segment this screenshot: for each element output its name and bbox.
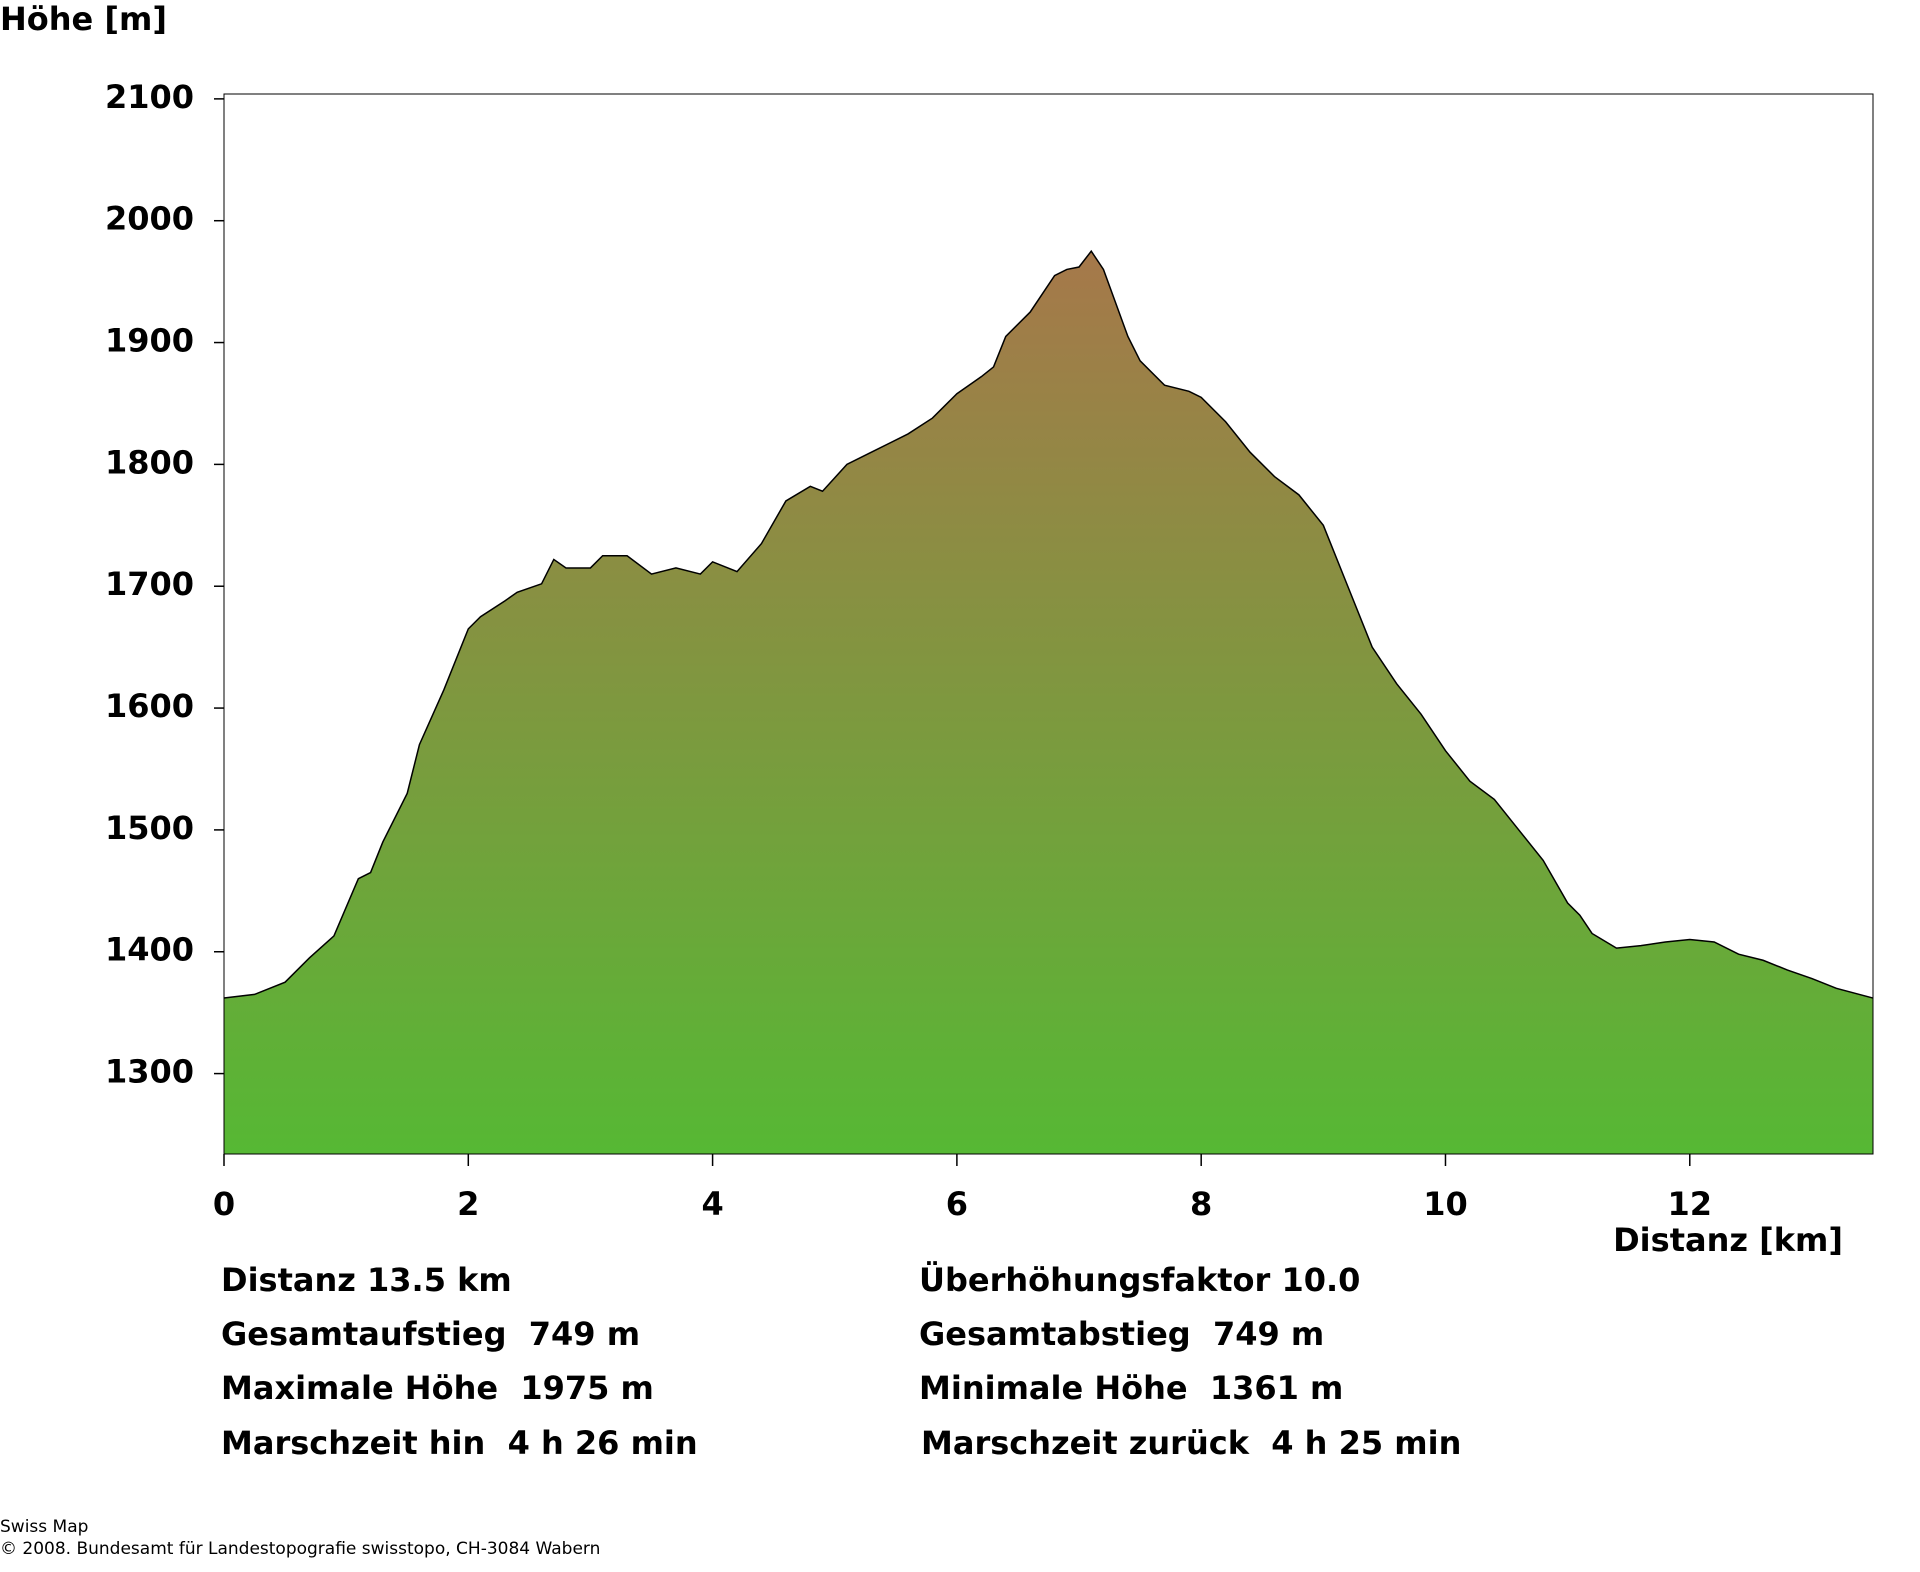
x-tick-label: 10: [1423, 1185, 1468, 1223]
y-tick-label: 2100: [105, 78, 194, 116]
stat: Distanz 13.5 km: [221, 1261, 512, 1299]
y-tick-label: 1800: [105, 443, 194, 481]
stat: Minimale Höhe 1361 m: [919, 1369, 1343, 1407]
footer: Swiss Map: [0, 1517, 88, 1537]
x-tick-label: 12: [1668, 1185, 1713, 1223]
y-tick-label: 1600: [105, 687, 194, 725]
x-tick-label: 8: [1190, 1185, 1212, 1223]
x-axis-label: Distanz [km]: [1613, 1221, 1843, 1259]
profile-line: [223, 249, 1874, 999]
y-tick-label: 1900: [105, 322, 194, 360]
x-tick-label: 2: [457, 1185, 479, 1223]
stat: Marschzeit hin 4 h 26 min: [221, 1424, 698, 1462]
stat: Gesamtabstieg 749 m: [919, 1315, 1324, 1353]
y-tick-label: 2000: [105, 200, 194, 238]
y-axis-label: Höhe [m]: [0, 0, 167, 38]
y-tick-label: 1400: [105, 931, 194, 969]
x-tick-label: 4: [701, 1185, 723, 1223]
y-tick-label: 1700: [105, 565, 194, 603]
stat: Maximale Höhe 1975 m: [221, 1369, 654, 1407]
stat: Gesamtaufstieg 749 m: [221, 1315, 640, 1353]
stat: Überhöhungsfaktor 10.0: [919, 1261, 1360, 1299]
footer: © 2008. Bundesamt für Landestopografie s…: [0, 1539, 600, 1559]
x-tick-label: 6: [946, 1185, 968, 1223]
y-tick-label: 1300: [105, 1053, 194, 1091]
area: [224, 251, 1873, 1154]
plot-frame: [223, 93, 1874, 1155]
y-tick-label: 1500: [105, 809, 194, 847]
x-tick-label: 0: [213, 1185, 235, 1223]
stat: Marschzeit zurück 4 h 25 min: [921, 1424, 1461, 1462]
